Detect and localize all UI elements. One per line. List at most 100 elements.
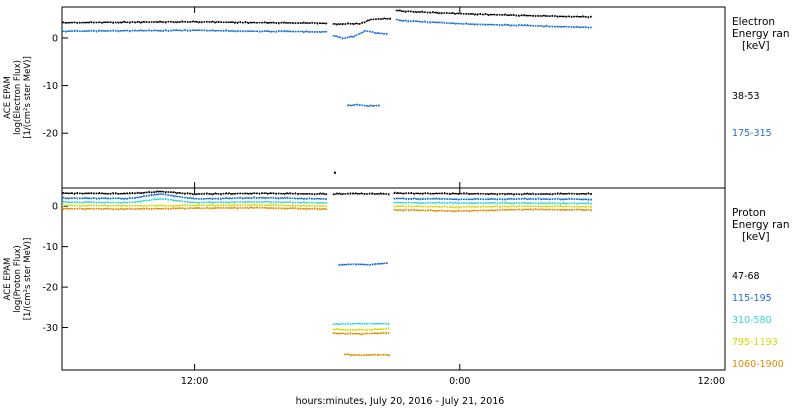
proton-data-point — [587, 205, 589, 207]
proton-data-point — [289, 197, 291, 199]
electron-data-point — [112, 29, 114, 31]
proton-data-point — [189, 207, 192, 209]
proton-data-point — [537, 203, 540, 205]
proton-data-point — [507, 206, 509, 208]
proton-data-point — [278, 201, 280, 203]
proton-data-point — [570, 202, 573, 205]
proton-data-point — [521, 202, 523, 204]
electron-data-point — [112, 22, 114, 24]
proton-data-point — [535, 202, 537, 205]
proton-data-point — [231, 207, 233, 209]
proton-data-point — [101, 202, 103, 204]
proton-data-point — [457, 199, 460, 201]
proton-data-point — [283, 193, 286, 195]
proton-data-point — [159, 208, 161, 210]
proton-data-point — [186, 207, 189, 209]
proton-data-point — [140, 205, 142, 207]
proton-data-point — [526, 198, 529, 201]
proton-data-point — [134, 208, 136, 211]
proton-data-point — [379, 353, 382, 356]
proton-data-point — [424, 192, 426, 194]
electron-data-point — [557, 16, 559, 18]
proton-data-point — [474, 206, 476, 209]
proton-data-point — [366, 264, 368, 266]
electron-data-point — [153, 21, 156, 23]
proton-data-point — [220, 198, 222, 200]
electron-data-point — [170, 30, 172, 32]
electron-data-point — [473, 24, 476, 26]
electron-data-point — [344, 37, 346, 39]
electron-data-point — [501, 14, 504, 16]
proton-data-point — [460, 192, 462, 195]
proton-data-point — [76, 197, 78, 200]
proton-data-point — [526, 192, 529, 195]
proton-data-point — [253, 204, 255, 206]
proton-data-point — [374, 193, 376, 195]
electron-data-point — [239, 30, 241, 33]
proton-data-point — [446, 192, 449, 195]
electron-data-point — [355, 22, 358, 24]
proton-data-point — [231, 197, 233, 200]
proton-data-point — [109, 205, 112, 207]
electron-data-point — [95, 21, 98, 24]
proton-data-point — [272, 196, 275, 199]
proton-data-point — [87, 197, 89, 200]
proton-data-point — [93, 204, 95, 207]
electron-data-point — [120, 30, 123, 32]
electron-data-point — [70, 21, 73, 24]
electron-data-point — [68, 30, 70, 32]
proton-data-point — [546, 206, 548, 208]
proton-data-point — [267, 200, 269, 203]
proton-legend-item: 795-1193 — [732, 337, 778, 348]
proton-data-point — [211, 198, 214, 200]
electron-data-point — [195, 20, 197, 23]
proton-data-point — [385, 333, 387, 335]
proton-data-point — [278, 207, 280, 209]
electron-data-point — [62, 30, 65, 32]
proton-data-point — [344, 333, 346, 335]
proton-data-point — [424, 206, 426, 208]
electron-data-point — [537, 25, 540, 27]
proton-data-point — [211, 203, 214, 206]
electron-data-point — [487, 23, 490, 26]
electron-data-point — [101, 22, 103, 24]
proton-data-point — [454, 201, 457, 204]
electron-data-point — [545, 15, 548, 17]
proton-data-point — [311, 201, 313, 204]
proton-data-point — [427, 209, 429, 211]
proton-data-point — [468, 210, 471, 213]
proton-data-point — [463, 198, 465, 201]
proton-data-point — [203, 192, 205, 195]
proton-data-point — [156, 207, 159, 210]
proton-data-point — [366, 332, 368, 335]
proton-data-point — [123, 192, 125, 194]
proton-data-point — [70, 197, 73, 199]
proton-data-point — [84, 205, 87, 207]
proton-data-point — [349, 332, 352, 334]
proton-data-point — [303, 198, 305, 200]
electron-legend-item: 38-53 — [732, 91, 760, 102]
electron-data-point — [228, 21, 230, 23]
proton-data-point — [452, 206, 454, 209]
electron-data-point — [471, 12, 473, 15]
proton-data-point — [399, 205, 402, 208]
proton-data-point — [73, 201, 76, 203]
electron-data-point — [573, 15, 576, 18]
proton-data-point — [512, 198, 515, 200]
proton-data-point — [565, 205, 567, 207]
proton-data-point — [264, 192, 266, 194]
electron-data-point — [117, 22, 120, 24]
proton-data-point — [548, 208, 551, 211]
proton-data-point — [222, 201, 225, 204]
proton-data-point — [419, 209, 421, 212]
proton-data-point — [289, 205, 291, 207]
proton-data-point — [562, 193, 565, 195]
electron-data-point — [529, 24, 531, 26]
proton-data-point — [543, 206, 545, 208]
proton-data-point — [192, 201, 194, 204]
proton-data-point — [231, 201, 233, 203]
proton-data-point — [126, 207, 128, 210]
proton-data-point — [203, 204, 205, 206]
proton-legend-title: Proton — [732, 207, 766, 219]
proton-data-point — [543, 198, 545, 200]
